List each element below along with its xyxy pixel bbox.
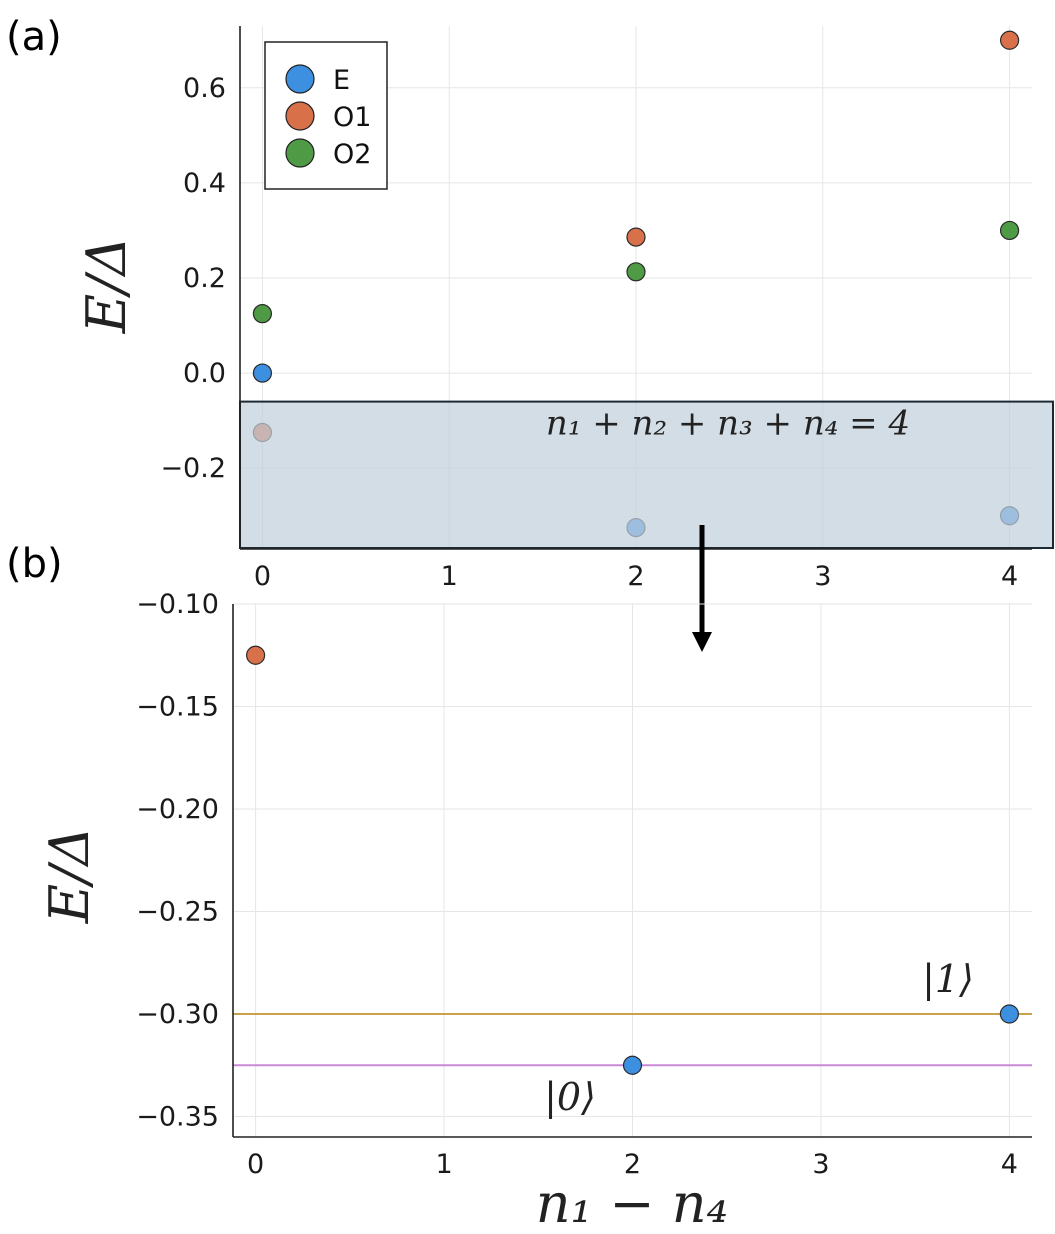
arrow-head: [692, 632, 712, 652]
y-tick-label: −0.2: [160, 453, 226, 484]
x-tick-label: 1: [435, 1149, 452, 1180]
panel-b: 0 1 2 3 4−0.10−0.15−0.20−0.25−0.30−0.35 |1⟩ …: [38, 589, 1032, 1234]
y-axis-label-b: E/Δ: [38, 827, 101, 925]
x-tick-label: 1: [441, 561, 458, 592]
legend-marker-o1: [285, 101, 315, 131]
panel-a: n₁ + n₂ + n₃ + n₄ = 4 0 1 2 3 4 −0.2 0.0 0.2 0.4…: [75, 26, 1054, 592]
x-tick-label: 0: [254, 561, 271, 592]
x-tick-label: 4: [1001, 1149, 1018, 1180]
y-tick-label: 0.6: [183, 73, 226, 104]
point-o2: [252, 304, 273, 324]
ket-1-label: |1⟩: [922, 957, 974, 1001]
y-tick-label: 0.4: [183, 168, 226, 199]
x-tick-label: 3: [814, 561, 831, 592]
y-tick-label: 0.0: [183, 358, 226, 389]
panel-label-a: (a): [6, 14, 62, 60]
x-tick-label: 4: [1001, 561, 1018, 592]
x-axis-label-b: n₁ − n₄: [536, 1172, 728, 1234]
point-o2: [999, 220, 1020, 241]
legend-box: [264, 41, 388, 190]
y-tick-label: −0.15: [136, 692, 219, 723]
point-o2: [626, 262, 646, 282]
point-e: [999, 1004, 1019, 1024]
point-o1: [999, 30, 1020, 50]
x-tick-label: 0: [247, 1149, 264, 1180]
legend: E O1 O2: [264, 41, 388, 190]
legend-marker-e: [285, 64, 315, 94]
legend-label-o2: O2: [333, 139, 371, 170]
y-axis-label-a: E/Δ: [75, 237, 138, 335]
band-equation: n₁ + n₂ + n₃ + n₄ = 4: [546, 404, 910, 444]
legend-label-e: E: [333, 65, 350, 96]
y-tick-label: 0.2: [183, 263, 226, 294]
point-o1: [626, 227, 646, 247]
ticks-b: 0 1 2 3 4 −0.10 −0.15 −0.20 −0.25 −0.30 −0.35: [136, 589, 1018, 1180]
y-tick-label: −0.35: [136, 1102, 219, 1133]
ket-0-label: |0⟩: [544, 1075, 596, 1119]
highlight-band: [239, 400, 1054, 550]
x-tick-label: 2: [627, 561, 644, 592]
points-b: [246, 645, 1019, 1075]
x-tick-label: 2: [624, 1149, 641, 1180]
panel-label-b: (b): [6, 541, 63, 587]
zoom-arrow: [692, 525, 712, 652]
axes-a: [239, 26, 1032, 550]
y-tick-label: −0.30: [136, 999, 219, 1030]
ticks-a: 0 1 2 3 4 −0.2 0.0 0.2 0.4 0.6: [160, 73, 1018, 592]
y-tick-label: −0.20: [136, 794, 219, 825]
point-e: [252, 363, 273, 383]
legend-marker-o2: [285, 138, 315, 168]
point-e: [622, 1055, 643, 1075]
legend-label-o1: O1: [333, 102, 371, 133]
y-tick-label: −0.25: [136, 897, 219, 928]
y-tick-label: −0.10: [136, 589, 219, 620]
point-o1: [246, 645, 266, 665]
x-tick-label: 3: [812, 1149, 829, 1180]
axes-b: [232, 604, 1032, 1138]
